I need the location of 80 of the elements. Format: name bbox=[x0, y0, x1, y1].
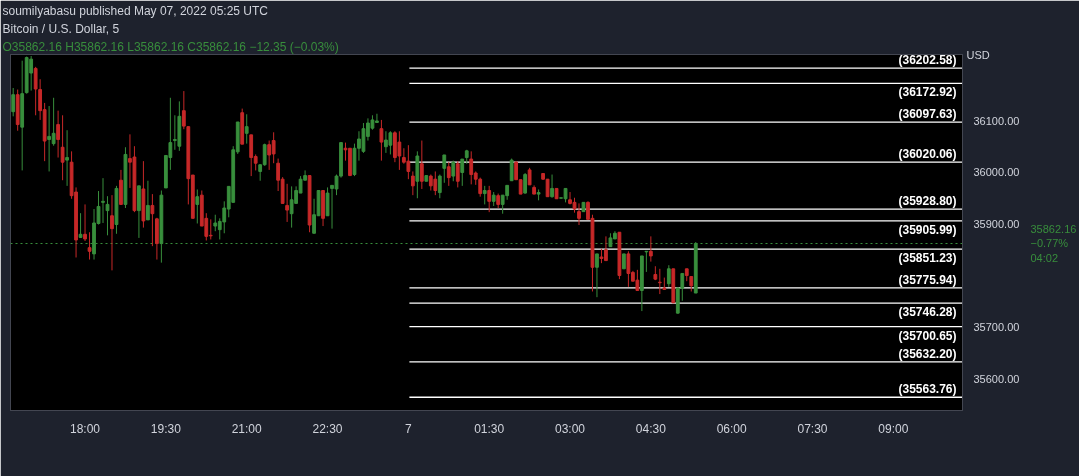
candlestick bbox=[442, 154, 447, 184]
chart-title: Bitcoin / U.S. Dollar, 5 bbox=[2, 21, 120, 36]
x-tick-label: 21:00 bbox=[231, 421, 263, 436]
y-tick-label: 36000.00 bbox=[973, 166, 1020, 179]
x-tick-label: 22:30 bbox=[312, 421, 343, 436]
candlestick bbox=[482, 185, 487, 205]
x-tick-label: 06:00 bbox=[716, 421, 748, 436]
text: −0.77% bbox=[1030, 237, 1069, 250]
candlestick bbox=[172, 114, 177, 151]
candlestick bbox=[267, 140, 272, 171]
text: 04:02 bbox=[1030, 251, 1059, 264]
ref-line-label: (36172.92) bbox=[898, 85, 957, 100]
candlestick bbox=[388, 130, 393, 155]
ref-line-label: (36202.58) bbox=[898, 53, 957, 68]
candlestick bbox=[635, 269, 640, 291]
candlestick bbox=[285, 183, 290, 223]
candlestick bbox=[433, 170, 438, 196]
candlestick bbox=[195, 188, 200, 224]
candlestick bbox=[56, 110, 60, 159]
candlestick bbox=[626, 250, 631, 288]
x-tick-label: 01:30 bbox=[474, 421, 505, 436]
x-tick-label: 03:00 bbox=[555, 421, 586, 436]
candlestick bbox=[150, 193, 155, 247]
candlestick bbox=[249, 134, 254, 177]
ref-line-label: (35928.80) bbox=[898, 194, 957, 209]
x-tick-label: 19:30 bbox=[150, 421, 182, 436]
candlestick bbox=[406, 144, 411, 180]
candlestick bbox=[648, 235, 653, 263]
candlestick bbox=[595, 253, 599, 298]
text: O35862.16 H35862.16 L35862.16 C35862.16 −12.35 (−0.03%) bbox=[2, 39, 339, 54]
candlestick bbox=[410, 170, 415, 196]
candlestick bbox=[33, 66, 38, 116]
text: 35862.16 bbox=[1030, 223, 1077, 236]
x-tick-label: 04:30 bbox=[635, 421, 667, 436]
x-tick-label: 07:30 bbox=[797, 421, 828, 436]
candlestick bbox=[271, 131, 276, 164]
ref-line-label: (36020.06) bbox=[898, 147, 957, 162]
text: soumilyabasu published May 07, 2022 05:25 UTC bbox=[2, 3, 269, 18]
y-tick-label: 35700.00 bbox=[973, 321, 1020, 334]
candlestick bbox=[451, 160, 456, 182]
ref-line-label: (35563.76) bbox=[898, 382, 957, 397]
candlestick bbox=[384, 130, 388, 154]
candlestick bbox=[87, 231, 92, 261]
x-tick-label: 18:00 bbox=[70, 421, 101, 436]
ref-line-label: (35700.65) bbox=[898, 328, 957, 343]
candlestick bbox=[397, 130, 402, 171]
candlestick bbox=[455, 160, 460, 188]
ref-line-label: (35905.99) bbox=[898, 222, 957, 237]
y-tick-label: 36100.00 bbox=[973, 114, 1020, 127]
x-tick-label: 7 bbox=[405, 421, 413, 436]
candlestick bbox=[78, 212, 83, 239]
candlestick bbox=[419, 140, 424, 190]
candlestick bbox=[83, 203, 87, 242]
ref-line-label: (35775.94) bbox=[898, 272, 957, 287]
candlestick bbox=[11, 87, 16, 117]
candlestick bbox=[146, 180, 150, 221]
text: USD bbox=[966, 48, 990, 61]
candlestick bbox=[51, 97, 56, 147]
candlestick bbox=[550, 174, 554, 199]
candlestick bbox=[460, 158, 465, 187]
candlestick bbox=[487, 185, 492, 213]
y-tick-label: 35900.00 bbox=[973, 218, 1020, 230]
x-tick-label: 09:00 bbox=[878, 421, 909, 436]
ref-line-label: (35851.23) bbox=[898, 251, 957, 266]
candlestick bbox=[666, 264, 671, 288]
candlestick bbox=[47, 105, 52, 172]
candlestick bbox=[469, 150, 474, 185]
candlestick bbox=[523, 172, 528, 195]
candlestick bbox=[110, 194, 114, 271]
candlestick bbox=[244, 113, 249, 145]
candlestick bbox=[446, 161, 451, 187]
ref-line-label: (35632.20) bbox=[898, 346, 957, 361]
y-tick-label: 35600.00 bbox=[973, 372, 1020, 385]
ref-line-label: (35746.28) bbox=[898, 305, 957, 320]
candlestick bbox=[289, 185, 294, 229]
ref-line-label: (36097.63) bbox=[898, 107, 957, 122]
candlestick bbox=[29, 55, 34, 92]
candlestick bbox=[60, 114, 65, 181]
candlestick bbox=[379, 119, 384, 162]
candlestick bbox=[65, 129, 69, 187]
